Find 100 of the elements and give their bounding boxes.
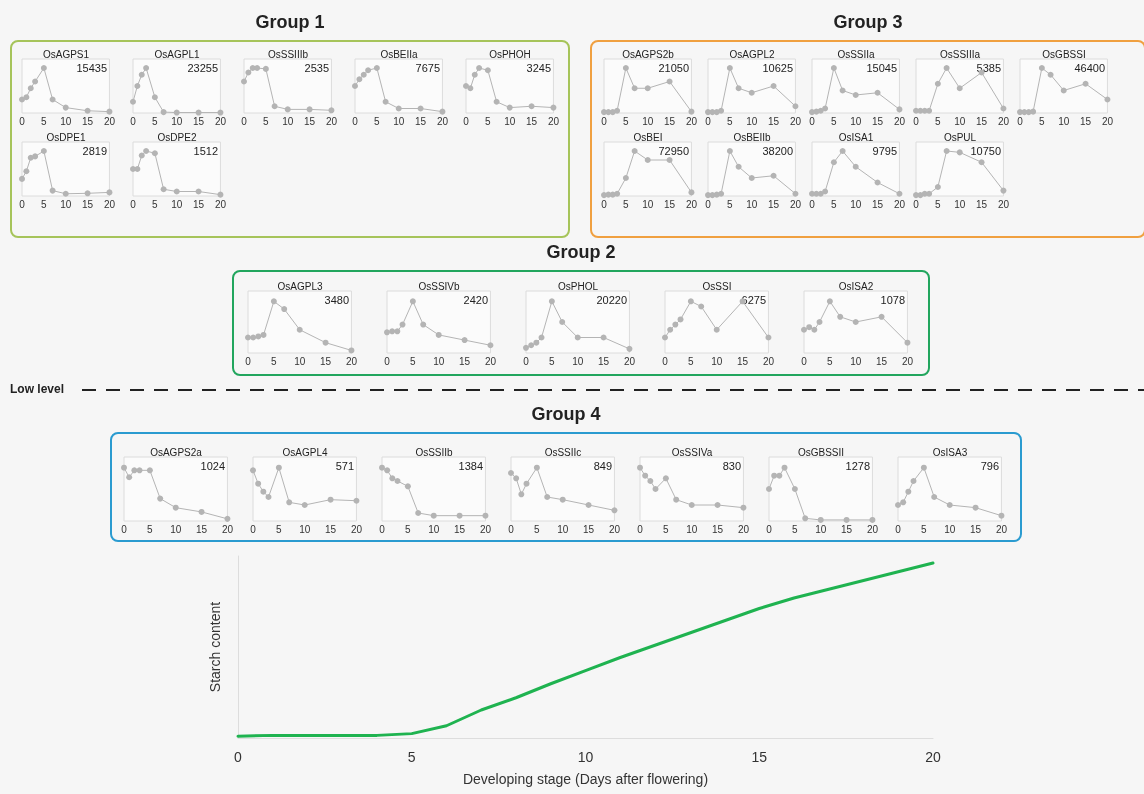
annotation: 849 — [593, 459, 613, 472]
point — [1104, 96, 1111, 103]
x-tick-label: 0 — [1017, 115, 1024, 127]
x-tick-label: 5 — [549, 355, 556, 367]
point — [151, 150, 158, 157]
annotation: 3480 — [324, 293, 350, 306]
point — [435, 331, 442, 338]
x-tick-label: 15 — [196, 523, 208, 535]
point — [1000, 105, 1007, 112]
annotation: 21050 — [658, 61, 690, 74]
point — [373, 65, 380, 71]
x-tick-label: 15 — [768, 115, 780, 127]
point — [224, 515, 231, 522]
point — [766, 486, 772, 492]
point — [19, 175, 25, 182]
x-tick-label: 10 — [171, 115, 183, 127]
point — [688, 189, 695, 196]
x-tick-label: 15 — [320, 355, 332, 367]
point — [365, 67, 372, 74]
x-tick-label: 5 — [727, 115, 734, 127]
point — [399, 321, 406, 328]
point — [647, 478, 654, 484]
point — [327, 496, 334, 503]
x-tick-label: 5 — [623, 115, 630, 127]
annotation: 38200 — [762, 144, 794, 157]
point — [666, 78, 673, 85]
x-tick-label: 5 — [152, 198, 159, 210]
point — [544, 494, 551, 500]
x-tick-label: 20 — [997, 115, 1010, 127]
point — [456, 512, 463, 519]
point — [714, 502, 721, 508]
x-tick-label: 15 — [737, 355, 749, 367]
x-tick-label: 15 — [664, 115, 676, 127]
x-tick-label: 20 — [103, 198, 116, 210]
point — [284, 106, 291, 113]
chart-title: OsAGPL1 — [154, 48, 200, 60]
point — [662, 475, 669, 482]
annotation: 10750 — [970, 144, 1002, 157]
point — [301, 502, 308, 508]
point — [389, 475, 396, 482]
point — [463, 83, 469, 89]
x-tick-label: 0 — [234, 749, 243, 765]
x-tick-label: 20 — [685, 115, 698, 127]
point — [265, 494, 272, 500]
point — [896, 106, 903, 113]
chart-title: OsSSIVa — [671, 446, 713, 458]
point — [389, 328, 396, 335]
point — [802, 515, 809, 522]
chart-title: OsPUL — [943, 131, 977, 143]
x-tick-label: 10 — [711, 355, 723, 367]
x-tick-label: 5 — [410, 355, 417, 367]
x-tick-label: 5 — [1039, 115, 1046, 127]
x-tick-label: 20 — [325, 115, 338, 127]
point — [677, 316, 684, 323]
point — [260, 488, 267, 495]
x-tick-label: 10 — [294, 355, 306, 367]
x-tick-label: 5 — [727, 198, 734, 210]
point — [770, 172, 777, 179]
point — [622, 65, 629, 71]
x-tick-label: 5 — [935, 198, 942, 210]
point — [926, 107, 933, 114]
x-tick-label: 0 — [601, 115, 608, 127]
point — [852, 92, 859, 98]
x-tick-label: 10 — [60, 115, 72, 127]
x-tick-label: 15 — [454, 523, 466, 535]
chart-title: OsSSIIIa — [939, 48, 981, 60]
point — [40, 65, 47, 71]
x-tick-label: 15 — [872, 115, 884, 127]
point — [718, 107, 725, 114]
point — [62, 190, 69, 197]
chart-title: OsAGPL4 — [282, 446, 328, 458]
x-tick-label: 20 — [547, 115, 560, 127]
x-tick-label: 20 — [925, 749, 941, 765]
x-tick-label: 0 — [637, 523, 644, 535]
point — [523, 344, 529, 351]
point — [978, 159, 985, 166]
point — [533, 339, 540, 346]
x-axis-title: Developing stage (Days after flowering) — [462, 771, 709, 787]
point — [1038, 65, 1045, 71]
point — [32, 153, 39, 160]
point — [920, 464, 927, 471]
x-tick-label: 0 — [523, 355, 530, 367]
point — [255, 480, 262, 487]
point — [1030, 108, 1037, 115]
x-tick-label: 10 — [642, 198, 654, 210]
point — [830, 65, 837, 71]
chart-title: OsISA2 — [838, 280, 874, 292]
x-tick-label: 0 — [19, 198, 26, 210]
annotation: 1384 — [458, 459, 484, 472]
x-tick-label: 0 — [250, 523, 257, 535]
x-tick-label: 15 — [976, 115, 988, 127]
x-tick-label: 10 — [557, 523, 569, 535]
point — [614, 190, 621, 197]
annotation: 571 — [335, 459, 355, 472]
point — [106, 189, 113, 196]
point — [198, 508, 205, 515]
point — [642, 472, 649, 479]
point — [1000, 187, 1007, 194]
chart-title: OsSSIVb — [418, 280, 460, 292]
x-tick-label: 0 — [913, 115, 920, 127]
